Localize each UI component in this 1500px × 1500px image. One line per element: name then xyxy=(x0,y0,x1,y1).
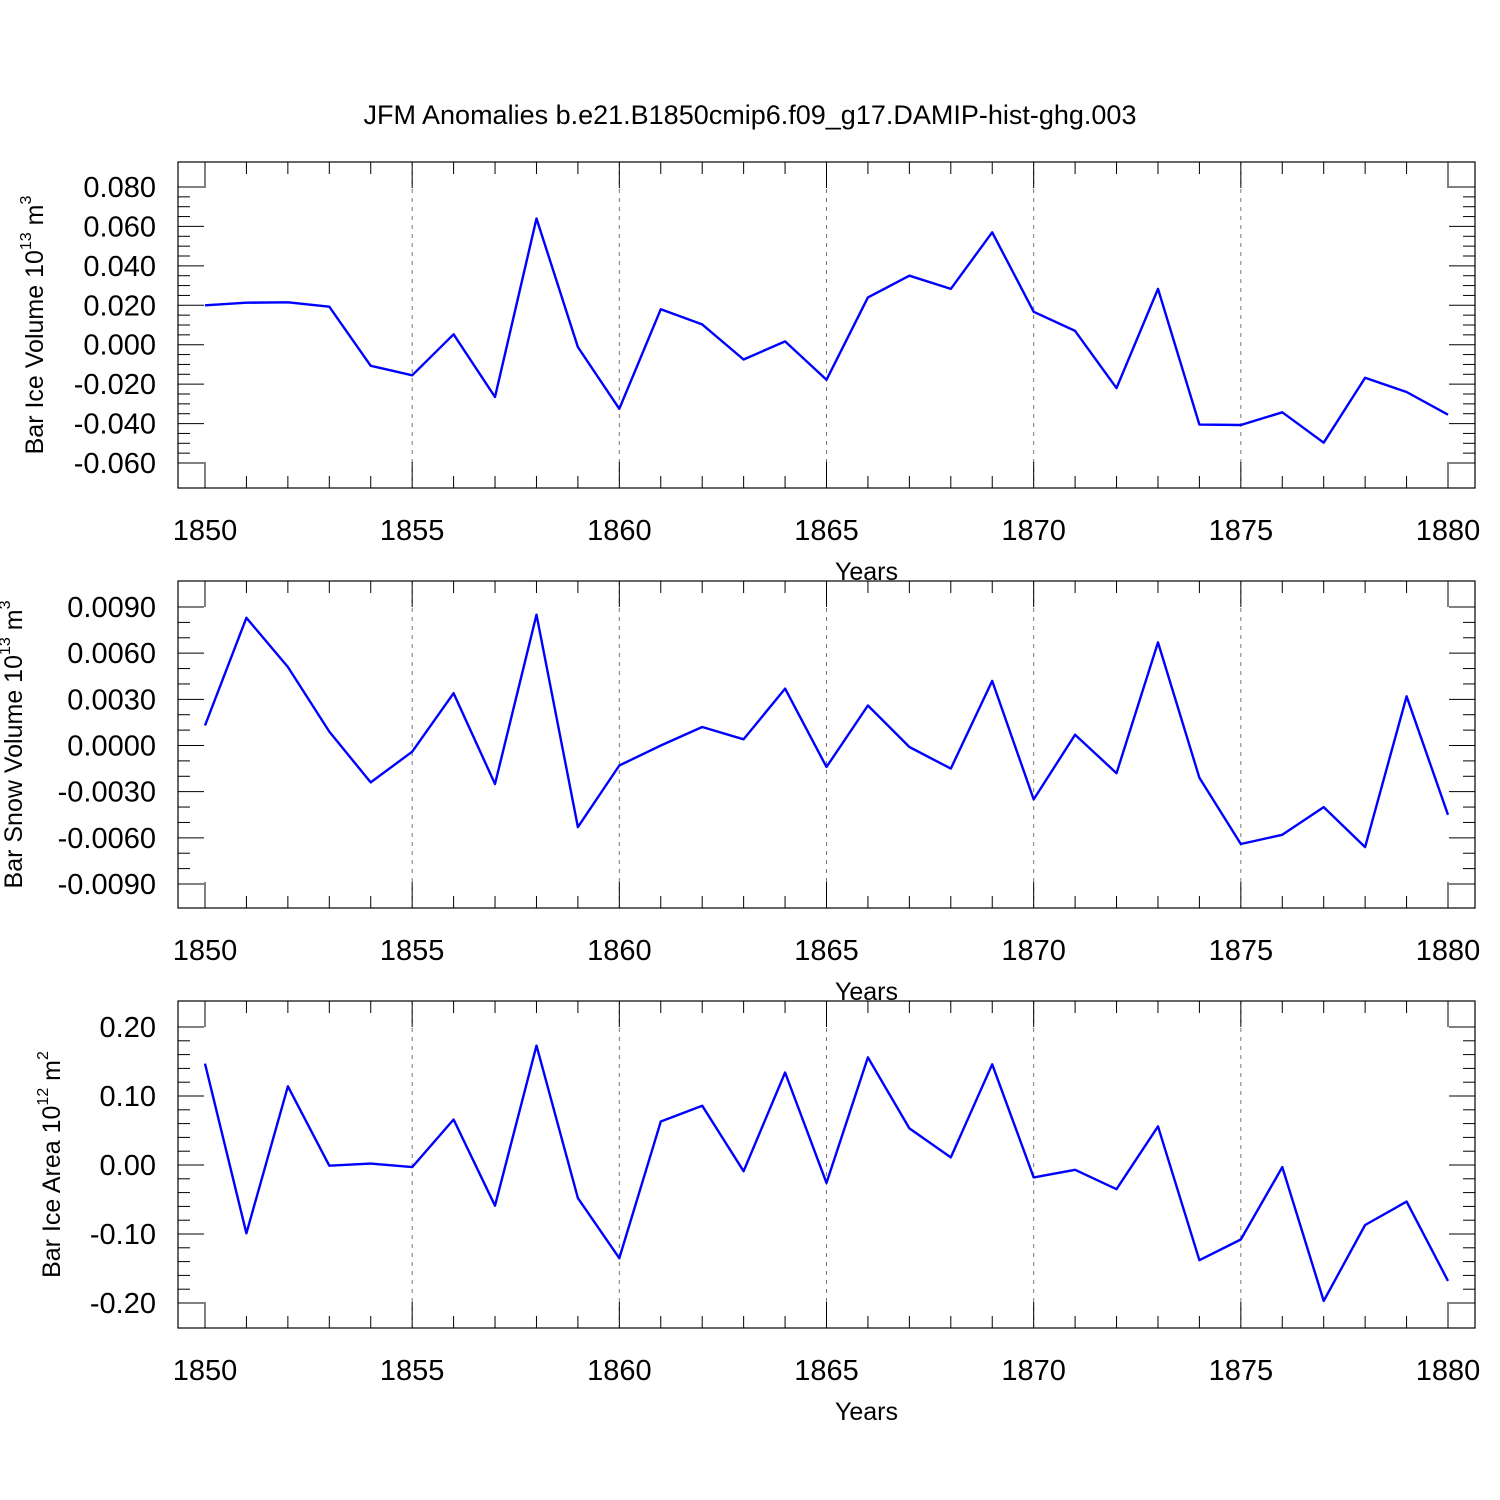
y-axis-title-unit: m xyxy=(0,609,28,637)
y-tick-label: 0.040 xyxy=(83,251,156,283)
x-tick-label: 1880 xyxy=(1416,1355,1481,1387)
x-tick-label: 1855 xyxy=(380,515,445,547)
x-tick-label: 1850 xyxy=(173,515,238,547)
x-tick-label: 1875 xyxy=(1209,515,1274,547)
x-axis-title: Years xyxy=(835,558,898,586)
y-tick-label: -0.20 xyxy=(90,1288,156,1320)
y-axis-title-text: Bar Snow Volume 10 xyxy=(0,655,28,888)
x-tick-label: 1865 xyxy=(794,935,859,967)
x-axis-title: Years xyxy=(835,978,898,1006)
x-tick-label: 1860 xyxy=(587,935,652,967)
y-tick-label: 0.080 xyxy=(83,172,156,204)
y-tick-label: 0.000 xyxy=(83,330,156,362)
y-tick-label: -0.10 xyxy=(90,1219,156,1251)
y-axis-title-text: Bar Ice Area 10 xyxy=(38,1106,66,1278)
y-tick-label: -0.0030 xyxy=(58,777,156,809)
series-line xyxy=(204,217,1449,444)
x-tick-label: 1870 xyxy=(1001,1355,1066,1387)
y-axis-title: Bar Snow Volume 1013 m3 xyxy=(0,600,28,888)
y-axis-title-unit: m xyxy=(21,205,49,233)
y-tick-label: 0.060 xyxy=(83,211,156,243)
panel-1: -0.060 -0.040 -0.020 0.000 0.020 0.040 0.060 0.… xyxy=(18,161,1481,586)
y-tick-label: -0.040 xyxy=(74,409,156,441)
x-tick-label: 1880 xyxy=(1416,515,1481,547)
x-tick-label: 1860 xyxy=(587,515,652,547)
x-tick-label: 1875 xyxy=(1209,935,1274,967)
y-tick-label: -0.020 xyxy=(74,369,156,401)
x-tick-label: 1870 xyxy=(1001,515,1066,547)
x-tick-label: 1880 xyxy=(1416,935,1481,967)
x-tick-label: 1850 xyxy=(173,1355,238,1387)
panel-2: -0.0090 -0.0060 -0.0030 0.0000 0.0030 0.0060 0… xyxy=(0,580,1481,1006)
y-axis-title-unit-exponent: 2 xyxy=(35,1051,52,1060)
y-tick-label: -0.060 xyxy=(74,448,156,480)
y-axis-title: Bar Ice Volume 1013 m3 xyxy=(18,196,49,455)
y-tick-label: -0.0090 xyxy=(58,869,156,901)
y-tick-label: 0.20 xyxy=(100,1012,156,1044)
y-axis-title-exponent: 12 xyxy=(35,1088,52,1106)
y-tick-label: 0.0060 xyxy=(67,638,156,670)
y-tick-label: 0.0000 xyxy=(67,731,156,763)
y-tick-label: 0.020 xyxy=(83,290,156,322)
x-tick-label: 1855 xyxy=(380,1355,445,1387)
y-tick-label: 0.10 xyxy=(100,1081,156,1113)
y-tick-label: 0.00 xyxy=(100,1150,156,1182)
x-axis-title: Years xyxy=(835,1398,898,1426)
y-tick-label: -0.0060 xyxy=(58,823,156,855)
x-tick-label: 1865 xyxy=(794,515,859,547)
y-tick-label: 0.0030 xyxy=(67,684,156,716)
x-tick-label: 1860 xyxy=(587,1355,652,1387)
y-axis-title-exponent: 13 xyxy=(18,232,35,250)
panels: -0.060 -0.040 -0.020 0.000 0.020 0.040 0.060 0.… xyxy=(0,161,1481,1426)
y-axis-title-exponent: 13 xyxy=(0,637,14,655)
panel-3: -0.20 -0.10 0.00 0.10 0.20 1850 1855 1860 1865 18… xyxy=(35,1000,1481,1426)
x-tick-label: 1865 xyxy=(794,1355,859,1387)
y-axis-title-text: Bar Ice Volume 10 xyxy=(21,250,49,454)
y-axis-title: Bar Ice Area 1012 m2 xyxy=(35,1051,66,1278)
y-axis-title-unit: m xyxy=(38,1060,66,1088)
series-line xyxy=(203,1044,1450,1303)
y-tick-label: 0.0090 xyxy=(67,592,156,624)
x-tick-label: 1850 xyxy=(173,935,238,967)
x-tick-label: 1875 xyxy=(1209,1355,1274,1387)
x-tick-label: 1870 xyxy=(1001,935,1066,967)
x-tick-label: 1855 xyxy=(380,935,445,967)
chart-title: JFM Anomalies b.e21.B1850cmip6.f09_g17.D… xyxy=(364,100,1137,130)
series-line xyxy=(203,613,1450,849)
y-axis-title-unit-exponent: 3 xyxy=(0,600,14,609)
y-axis-title-unit-exponent: 3 xyxy=(18,196,35,205)
